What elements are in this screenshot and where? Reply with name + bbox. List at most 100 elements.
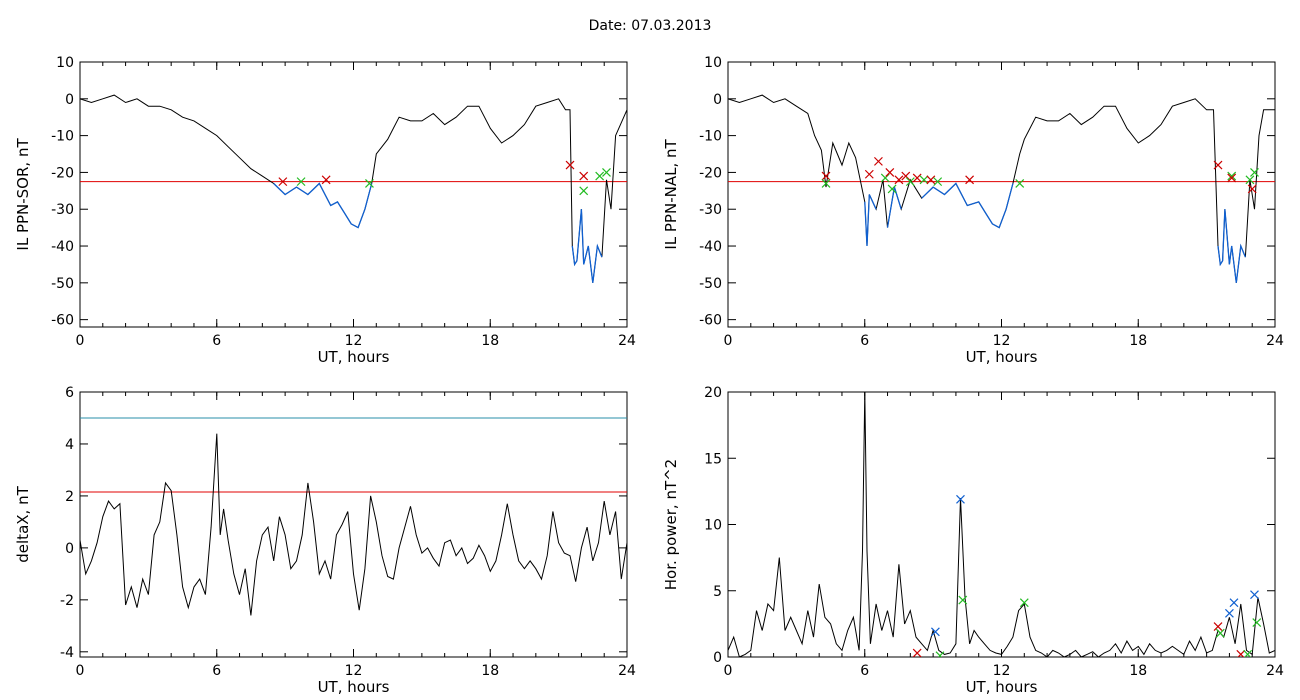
x-tick-label: 18 [481, 333, 499, 349]
x-tick-label: 6 [860, 663, 869, 679]
chart-ppn-nal: 0 6 12 18 24 10 0 -10 -20 -30 -40 -50 -60 UT, hours IL… [662, 55, 1284, 366]
y-tick-label: -50 [699, 276, 722, 292]
x-marker-stroke [1213, 622, 1223, 631]
x-marker-stroke [864, 169, 874, 179]
y-tick-label: -10 [51, 129, 74, 145]
x-marker-stroke [296, 177, 306, 187]
x-tick-label: 6 [860, 333, 869, 349]
x-tick-label: 12 [993, 663, 1011, 679]
x-marker [1229, 598, 1239, 608]
y-tick-label: -10 [699, 129, 722, 145]
x-axis-label: UT, hours [966, 678, 1038, 696]
x-tick-label: 24 [618, 663, 636, 679]
x-marker-stroke [965, 175, 975, 185]
y-tick-label: -30 [51, 202, 74, 218]
x-marker [602, 167, 611, 177]
x-marker [887, 184, 897, 194]
y-tick-label: 5 [713, 584, 722, 600]
y-tick-label: -30 [699, 202, 722, 218]
x-marker [912, 173, 922, 183]
series-below-threshold [571, 209, 603, 283]
x-marker [1015, 179, 1025, 188]
x-marker-stroke [1227, 171, 1237, 181]
series-line [80, 94, 627, 283]
x-tick-label: 12 [345, 663, 363, 679]
x-marker [1252, 618, 1262, 627]
x-marker-stroke [1224, 608, 1234, 618]
x-marker [930, 627, 940, 637]
x-marker [912, 648, 922, 657]
x-marker [1250, 167, 1259, 177]
series-below-threshold [273, 182, 373, 229]
x-marker-stroke [874, 156, 883, 166]
y-tick-label: 10 [704, 518, 722, 534]
x-tick-label: 0 [724, 663, 733, 679]
x-marker-stroke [1015, 179, 1025, 188]
y-tick-label: -4 [60, 645, 74, 661]
x-marker [278, 177, 288, 187]
x-marker [926, 175, 936, 185]
x-marker [1243, 649, 1253, 657]
x-tick-label: 0 [76, 333, 85, 349]
x-marker-stroke [1252, 618, 1262, 627]
y-tick-label: 0 [713, 92, 722, 108]
x-marker-stroke [365, 179, 374, 188]
x-tick-label: 0 [724, 333, 733, 349]
x-marker-stroke [821, 179, 831, 188]
y-axis-label: deltaX, nT [14, 485, 32, 562]
y-tick-label: -2 [60, 593, 74, 609]
plot-frame [79, 61, 628, 328]
x-marker-stroke [937, 651, 945, 657]
x-marker [821, 179, 831, 188]
x-marker [1224, 608, 1234, 618]
x-marker-stroke [956, 494, 965, 504]
x-marker-stroke [1247, 184, 1257, 194]
y-axis-label: IL PPN-SOR, nT [14, 138, 32, 251]
x-marker [1019, 598, 1029, 608]
x-marker-stroke [595, 171, 605, 181]
x-marker [565, 160, 575, 170]
x-marker [1213, 622, 1223, 631]
x-axis-label: UT, hours [966, 348, 1038, 366]
y-tick-label: 2 [65, 489, 74, 505]
x-tick-label: 24 [1266, 333, 1284, 349]
x-marker-stroke [912, 173, 922, 183]
x-marker [1227, 171, 1237, 181]
x-tick-label: 6 [212, 663, 221, 679]
page-title: Date: 07.03.2013 [588, 18, 712, 34]
y-tick-label: 20 [704, 385, 722, 401]
x-marker-stroke [901, 171, 911, 181]
x-marker [579, 186, 589, 196]
series-line [80, 433, 627, 616]
x-marker-stroke [880, 173, 890, 183]
x-marker [933, 177, 943, 187]
plot-data [80, 417, 627, 616]
x-marker [935, 651, 945, 657]
x-marker [321, 175, 331, 185]
y-tick-label: -20 [51, 165, 74, 181]
x-marker [579, 171, 589, 181]
plot-frame [727, 61, 1276, 328]
x-marker [595, 171, 605, 181]
x-tick-label: 18 [1129, 663, 1147, 679]
plot-data [728, 94, 1275, 283]
x-marker [905, 177, 915, 187]
series-below-threshold [1217, 209, 1247, 283]
x-marker-stroke [1244, 649, 1253, 657]
y-tick-label: 10 [704, 55, 722, 71]
series-below-threshold [886, 186, 902, 228]
y-tick-label: -60 [51, 313, 74, 329]
y-tick-label: 4 [65, 437, 74, 453]
plot-data [80, 94, 627, 283]
x-marker-stroke [905, 177, 915, 187]
x-marker [880, 173, 890, 183]
x-marker-stroke [1213, 160, 1223, 170]
x-marker [894, 175, 904, 185]
x-marker [864, 169, 874, 179]
x-marker [1236, 649, 1246, 657]
x-tick-label: 12 [345, 333, 363, 349]
x-marker-stroke [894, 175, 904, 185]
x-marker-stroke [1215, 628, 1225, 638]
x-marker [365, 179, 374, 188]
